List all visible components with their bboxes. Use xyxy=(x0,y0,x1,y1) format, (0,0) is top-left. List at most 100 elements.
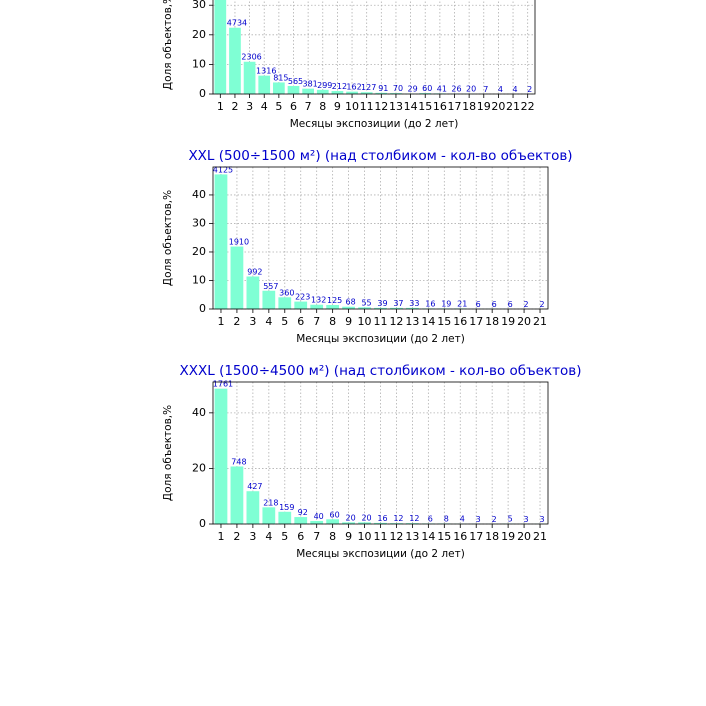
y-tick-label: 10 xyxy=(192,273,206,286)
x-tick-label: 4 xyxy=(265,530,272,543)
bar xyxy=(406,523,419,524)
count-label: 92 xyxy=(298,508,308,517)
bar xyxy=(214,174,228,309)
bar xyxy=(214,0,227,94)
count-label: 2 xyxy=(527,85,532,94)
x-tick-label: 2 xyxy=(233,530,240,543)
x-axis-label: Месяцы экспозиции (до 2 лет) xyxy=(290,118,459,130)
bar xyxy=(294,517,308,524)
x-tick-label: 2 xyxy=(233,315,240,328)
bar xyxy=(230,466,244,524)
chart-title: XXL (500÷1500 м²) (над столбиком - кол-в… xyxy=(188,148,572,164)
count-label: 20 xyxy=(361,513,371,522)
count-label: 162 xyxy=(346,83,361,92)
x-tick-label: 1 xyxy=(217,315,224,328)
count-label: 1910 xyxy=(229,238,249,247)
count-label: 21 xyxy=(457,299,467,308)
x-tick-label: 9 xyxy=(334,100,341,113)
bar xyxy=(258,75,271,94)
y-tick-label: 10 xyxy=(192,57,206,70)
bar xyxy=(375,92,388,94)
count-label: 223 xyxy=(295,293,310,302)
count-label: 815 xyxy=(273,73,288,82)
bar xyxy=(342,306,355,309)
count-label: 2 xyxy=(539,300,544,309)
bar xyxy=(374,522,387,524)
axes-frame xyxy=(212,0,536,95)
x-tick-label: 15 xyxy=(437,315,451,328)
count-label: 3 xyxy=(539,515,544,524)
x-tick-label: 1 xyxy=(217,100,224,113)
x-tick-label: 19 xyxy=(477,100,491,113)
y-tick-label: 40 xyxy=(192,406,206,419)
count-label: 68 xyxy=(346,298,356,307)
x-tick-label: 14 xyxy=(421,315,435,328)
bar xyxy=(331,91,344,94)
count-label: 3 xyxy=(476,515,481,524)
y-tick-label: 20 xyxy=(192,245,206,258)
x-tick-label: 12 xyxy=(389,530,403,543)
x-tick-label: 13 xyxy=(389,100,403,113)
count-label: 1761 xyxy=(213,380,233,389)
y-tick-label: 0 xyxy=(199,517,206,530)
x-tick-label: 3 xyxy=(249,315,256,328)
count-label: 8 xyxy=(444,514,449,523)
x-tick-label: 5 xyxy=(281,530,288,543)
x-tick-label: 2 xyxy=(231,100,238,113)
count-label: 70 xyxy=(393,84,403,93)
x-tick-label: 11 xyxy=(360,100,374,113)
x-tick-label: 10 xyxy=(345,100,359,113)
bar xyxy=(243,61,256,94)
count-label: 3 xyxy=(524,515,529,524)
x-tick-label: 19 xyxy=(501,315,515,328)
bar xyxy=(406,307,419,309)
bar xyxy=(390,523,403,524)
bar xyxy=(294,301,308,309)
x-tick-label: 17 xyxy=(469,315,483,328)
bar xyxy=(326,305,340,309)
x-tick-label: 11 xyxy=(374,530,388,543)
x-tick-label: 18 xyxy=(462,100,476,113)
bar xyxy=(342,522,355,524)
count-label: 4125 xyxy=(213,165,233,174)
bar xyxy=(316,89,329,94)
y-tick-label: 20 xyxy=(192,28,206,41)
y-axis-label: Доля объектов,% xyxy=(162,0,174,90)
chart: 0102030401412521910399245575360622371328… xyxy=(162,148,573,345)
x-tick-label: 18 xyxy=(485,530,499,543)
y-axis-label: Доля объектов,% xyxy=(162,405,174,501)
y-tick-label: 20 xyxy=(192,461,206,474)
count-label: 6 xyxy=(428,514,433,523)
count-label: 748 xyxy=(231,457,246,466)
count-label: 2 xyxy=(524,300,529,309)
x-tick-label: 7 xyxy=(313,315,320,328)
x-tick-label: 21 xyxy=(533,530,547,543)
count-label: 7 xyxy=(483,85,488,94)
x-tick-label: 3 xyxy=(246,100,253,113)
count-label: 19 xyxy=(441,299,451,308)
count-label: 125 xyxy=(327,296,342,305)
x-tick-label: 19 xyxy=(501,530,515,543)
x-tick-label: 9 xyxy=(345,315,352,328)
count-label: 127 xyxy=(361,83,376,92)
bar xyxy=(262,290,276,309)
count-label: 4 xyxy=(512,85,517,94)
count-label: 427 xyxy=(247,482,262,491)
count-label: 6 xyxy=(476,300,481,309)
count-label: 60 xyxy=(422,84,432,93)
count-label: 212 xyxy=(332,82,347,91)
count-label: 159 xyxy=(279,503,294,512)
bar xyxy=(246,491,260,524)
x-tick-label: 6 xyxy=(297,530,304,543)
bar xyxy=(273,82,285,94)
x-tick-label: 15 xyxy=(418,100,432,113)
count-label: 4 xyxy=(498,85,503,94)
count-label: 565 xyxy=(288,77,303,86)
count-label: 55 xyxy=(361,298,371,307)
x-tick-label: 7 xyxy=(305,100,312,113)
x-tick-label: 16 xyxy=(433,100,447,113)
x-tick-label: 1 xyxy=(217,530,224,543)
count-label: 299 xyxy=(317,81,332,90)
bar xyxy=(346,91,358,94)
